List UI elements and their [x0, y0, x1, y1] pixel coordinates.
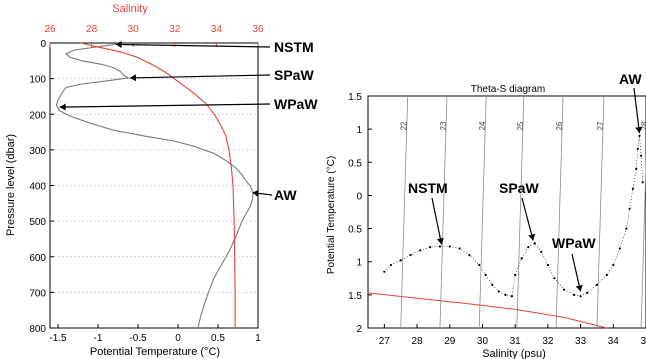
- theta-s-point: [572, 293, 576, 296]
- isopycnal-label: 26: [555, 121, 564, 130]
- theta-s-plot-area: [367, 95, 646, 329]
- theta-s-point: [514, 273, 517, 277]
- theta-s-y-tick-label: 0.5: [348, 158, 362, 169]
- theta-s-y-axis-label: Potential Temperature (°C): [326, 156, 337, 274]
- theta-s-annotation-label: SPaW: [499, 180, 539, 196]
- profile-x-axis-label: Potential Temperature (°C): [90, 346, 220, 358]
- profile-x-tick-label: -0.5: [129, 333, 147, 344]
- profile-y-tick-label: 800: [29, 324, 46, 335]
- theta-s-point: [635, 167, 638, 170]
- isopycnal-line: [555, 95, 564, 329]
- isopycnal-label: 24: [478, 121, 487, 130]
- isopycnal-line: [640, 152, 646, 329]
- isopycnal-label: 27: [596, 121, 605, 130]
- theta-s-point: [468, 254, 471, 257]
- profile-y-tick-label: 600: [29, 253, 46, 264]
- theta-s-point: [504, 293, 507, 296]
- theta-s-x-tick-label: 35: [640, 336, 646, 347]
- isopycnal-line: [439, 95, 448, 329]
- theta-s-point: [429, 246, 432, 249]
- isopycnal-line: [596, 95, 605, 329]
- profile-top-axis-label: Salinity: [112, 3, 148, 15]
- theta-s-point: [409, 254, 412, 257]
- theta-s-y-tick-label: 1.5: [348, 92, 362, 103]
- isopycnal-line: [478, 95, 487, 329]
- isopycnal-line: [516, 95, 525, 329]
- theta-s-x-axis-label: Salinity (psu): [482, 348, 546, 359]
- theta-s-x-tick-label: 33: [575, 336, 587, 347]
- profile-x-tick-label: -1: [94, 333, 103, 344]
- theta-s-x-tick-label: 32: [542, 336, 554, 347]
- theta-s-annotation-arrow: [633, 87, 643, 134]
- theta-s-point: [586, 291, 589, 294]
- profile-annotation-arrow: [59, 103, 271, 111]
- theta-s-y-tick-label: 2: [356, 324, 362, 335]
- profile-annotation-label: WPaW: [274, 96, 318, 112]
- isopycnal-label: 25: [516, 121, 525, 130]
- profile-x-tick-label: -1.5: [49, 333, 67, 344]
- profile-x-tick-label: 0: [175, 333, 181, 344]
- profile-annotation-label: SPaW: [274, 67, 314, 83]
- profile-x-tick-label: 0.5: [211, 333, 225, 344]
- theta-s-x-tick-label: 34: [608, 336, 620, 347]
- theta-s-y-tick-label: 0: [356, 191, 362, 202]
- theta-s-point: [399, 259, 402, 262]
- theta-s-point: [628, 207, 631, 210]
- profile-y-tick-label: 0: [40, 39, 46, 50]
- theta-s-annotation-arrow: [431, 197, 444, 245]
- theta-s-x-tick-label: 28: [411, 336, 423, 347]
- profile-top-tick-label: 36: [252, 24, 264, 35]
- profile-top-tick-label: 26: [44, 24, 56, 35]
- theta-s-point: [458, 247, 461, 250]
- theta-s-point: [510, 295, 513, 298]
- theta-s-y-tick-label: 1: [356, 258, 362, 269]
- profile-top-tick-label: 34: [211, 24, 223, 35]
- profile-y-tick-label: 200: [29, 110, 46, 121]
- profile-annotation-label: NSTM: [274, 39, 314, 55]
- reference-line: [367, 292, 607, 329]
- theta-s-y-tick-label: 1.5: [348, 291, 362, 302]
- theta-s-point: [631, 187, 635, 190]
- profile-top-tick-label: 32: [169, 24, 181, 35]
- theta-s-x-tick-label: 29: [444, 336, 456, 347]
- profile-y-tick-label: 100: [29, 75, 46, 86]
- profile-y-tick-label: 500: [29, 217, 46, 228]
- theta-s-chart: Theta-S diagram 22 23 24 25 26 27 28 1.5 1 0.5 0 0…: [326, 71, 646, 359]
- profile-y-tick-label: 700: [29, 288, 46, 299]
- theta-s-annotation-label: WPaW: [552, 235, 596, 251]
- salinity-profile-line: [81, 42, 236, 328]
- theta-s-annotation-label: NSTM: [408, 180, 448, 196]
- theta-s-x-tick-label: 27: [379, 336, 391, 347]
- temperature-profile-line: [55, 42, 254, 329]
- theta-s-y-tick-label: 0.5: [348, 225, 362, 236]
- isopycnal-label: 22: [400, 121, 409, 130]
- profile-annotation-arrow: [129, 74, 271, 82]
- theta-s-y-tick-label: 1: [356, 125, 362, 136]
- profile-annotation-arrow: [115, 41, 271, 49]
- isopycnal-label: 23: [439, 121, 448, 130]
- profile-y-tick-label: 400: [29, 182, 46, 193]
- theta-s-point: [478, 263, 481, 267]
- theta-s-annotation-label: AW: [619, 71, 642, 87]
- isopycnal-line: [400, 95, 409, 329]
- theta-s-x-tick-label: 30: [477, 336, 489, 347]
- profile-annotation-label: AW: [274, 187, 297, 203]
- theta-s-point: [595, 283, 599, 286]
- profile-top-tick-label: 30: [128, 24, 140, 35]
- theta-s-title: Theta-S diagram: [471, 84, 545, 95]
- isopycnal-label: 28: [640, 121, 646, 130]
- theta-s-point: [533, 242, 536, 245]
- profile-x-tick-label: 1: [255, 333, 261, 344]
- theta-s-point: [438, 245, 442, 248]
- theta-s-annotation-arrow: [521, 197, 536, 241]
- profile-annotation-arrow: [252, 189, 273, 197]
- profile-y-tick-label: 300: [29, 146, 46, 157]
- theta-s-point: [638, 134, 641, 137]
- profile-top-tick-label: 28: [86, 24, 98, 35]
- profile-y-axis-label: Pressure level (dbar): [5, 134, 17, 236]
- profile-chart: 0 100 200 300 400 500 600 700 800 -1.5 -1 -0.5 0 0.5…: [5, 3, 318, 358]
- theta-s-x-tick-label: 31: [510, 336, 522, 347]
- theta-s-annotation-arrow: [571, 253, 583, 292]
